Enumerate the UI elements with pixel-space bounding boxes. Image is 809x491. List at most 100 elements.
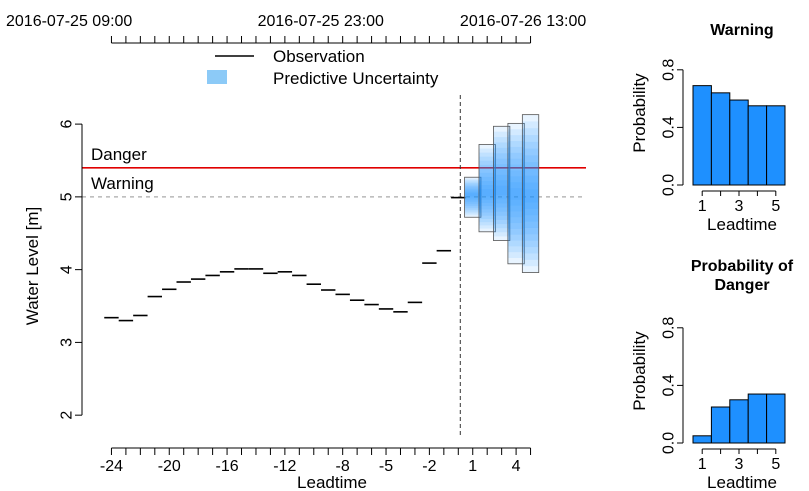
top-axis-label: 2016-07-25 09:00 — [6, 13, 132, 30]
uncertainty-layer — [464, 183, 481, 210]
uncertainty-layer — [478, 185, 496, 200]
panel-title: Probability of — [691, 258, 794, 275]
uncertainty-layer — [493, 164, 510, 212]
uncertainty-layer — [522, 114, 539, 273]
top-axis-label: 2016-07-25 23:00 — [258, 13, 384, 30]
y-tick-label: 4 — [59, 265, 76, 274]
uncertainty-layer — [493, 180, 510, 200]
uncertainty-outline — [493, 125, 511, 241]
prob-y-axis-title: Probability — [630, 73, 649, 153]
probability-bar — [747, 393, 768, 444]
uncertainty-layer — [493, 126, 510, 241]
uncertainty-layer — [478, 156, 496, 223]
uncertainty-layer — [464, 191, 481, 199]
panel-title: Danger — [714, 277, 769, 294]
prob-y-tick-label: 0.8 — [661, 59, 678, 81]
uncertainty-outline — [464, 176, 482, 218]
uncertainty-layer — [493, 174, 510, 204]
prob-y-tick-label: 0.8 — [661, 317, 678, 339]
uncertainty-layer — [507, 176, 525, 212]
y-tick-label: 6 — [59, 120, 76, 129]
uncertainty-layer — [464, 185, 481, 206]
uncertainty-layer — [522, 162, 539, 228]
uncertainty-outline — [478, 144, 496, 233]
uncertainty-layer — [507, 152, 525, 235]
uncertainty-layer — [493, 185, 510, 196]
x-tick-label: -24 — [100, 458, 123, 475]
probability-bar — [729, 399, 749, 444]
probability-bar — [692, 435, 712, 444]
prob-x-tick-label: 1 — [698, 198, 707, 215]
uncertainty-layer — [464, 177, 481, 218]
probability-bar — [710, 406, 731, 444]
uncertainty-layer — [478, 189, 496, 197]
x-tick-label: -16 — [216, 458, 239, 475]
y-tick-label: 2 — [59, 411, 76, 420]
uncertainty-layer — [522, 128, 539, 260]
uncertainty-layer — [522, 182, 539, 209]
uncertainty-layer — [493, 158, 510, 216]
x-tick-label: -5 — [379, 458, 393, 475]
uncertainty-layer — [493, 153, 510, 220]
uncertainty-layer — [522, 135, 539, 254]
danger-probability-plot: Probability of Danger 0.0 0.4 0.8 Probability… — [630, 258, 794, 491]
uncertainty-layer — [464, 188, 481, 203]
panel-title: Warning — [710, 22, 773, 39]
uncertainty-layer — [493, 142, 510, 229]
uncertainty-layer — [522, 121, 539, 267]
prob-y-tick-label: 0.0 — [661, 174, 678, 196]
uncertainty-band — [478, 144, 496, 233]
legend-uncertainty-label: Predictive Uncertainty — [273, 69, 439, 88]
uncertainty-layer — [493, 147, 510, 225]
y-tick-label: 3 — [59, 338, 76, 347]
probability-bar — [710, 92, 731, 186]
uncertainty-layer — [522, 168, 539, 222]
uncertainty-layer — [478, 144, 496, 232]
uncertainty-layer — [493, 131, 510, 237]
uncertainty-layer — [478, 148, 496, 229]
prob-y-tick-label: 0.4 — [661, 374, 678, 396]
uncertainty-layer — [478, 172, 496, 210]
prob-y-axis-title: Probability — [630, 331, 649, 411]
uncertainty-band — [464, 176, 482, 218]
uncertainty-layer — [507, 135, 525, 253]
uncertainty-layer — [478, 160, 496, 219]
uncertainty-layer — [522, 189, 539, 203]
uncertainty-outline — [507, 122, 525, 265]
prob-y-tick-label: 0.0 — [661, 432, 678, 454]
probability-bar — [747, 105, 768, 186]
x-tick-label: -8 — [336, 458, 350, 475]
uncertainty-band — [493, 125, 511, 241]
prob-x-tick-label: 3 — [735, 456, 744, 473]
uncertainty-layer — [464, 184, 481, 208]
prob-x-tick-label: 3 — [735, 198, 744, 215]
x-tick-label: -2 — [422, 458, 436, 475]
y-tick-label: 5 — [59, 192, 76, 201]
uncertainty-layer — [507, 182, 525, 206]
uncertainty-layer — [464, 181, 481, 212]
uncertainty-layer — [507, 146, 525, 241]
uncertainty-band — [521, 114, 540, 273]
uncertainty-layer — [464, 178, 481, 216]
uncertainty-layer — [478, 176, 496, 207]
uncertainty-layer — [507, 141, 525, 247]
uncertainty-layer — [522, 175, 539, 216]
prob-x-tick-label: 1 — [698, 456, 707, 473]
probability-bar — [692, 85, 712, 186]
uncertainty-layer — [522, 141, 539, 248]
uncertainty-layer — [464, 193, 481, 197]
uncertainty-outline — [521, 114, 540, 273]
threshold-label-warning: Warning — [91, 174, 154, 193]
probability-bar — [766, 393, 786, 444]
uncertainty-layer — [507, 129, 525, 258]
x-tick-label: -12 — [273, 458, 296, 475]
uncertainty-layer — [478, 164, 496, 216]
uncertainty-layer — [522, 148, 539, 241]
uncertainty-layer — [478, 181, 496, 203]
prob-x-tick-label: 5 — [771, 198, 780, 215]
x-tick-label: 1 — [468, 458, 477, 475]
x-axis-title: Leadtime — [297, 473, 367, 491]
